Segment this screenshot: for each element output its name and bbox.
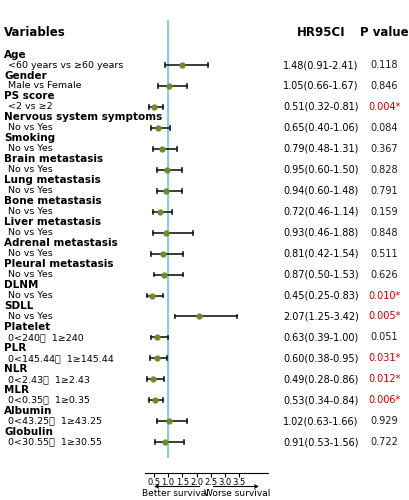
Text: 0.95(0.60-1.50): 0.95(0.60-1.50) <box>283 165 359 175</box>
Text: Smoking: Smoking <box>4 134 55 143</box>
Text: 0<2.43，  1≥2.43: 0<2.43， 1≥2.43 <box>8 375 90 384</box>
Text: No vs Yes: No vs Yes <box>8 207 53 216</box>
Text: 0.012*: 0.012* <box>368 374 401 384</box>
Text: 0.45(0.25-0.83): 0.45(0.25-0.83) <box>283 290 359 300</box>
Text: 0.81(0.42-1.54): 0.81(0.42-1.54) <box>283 248 359 258</box>
Text: 0.49(0.28-0.86): 0.49(0.28-0.86) <box>283 374 359 384</box>
Text: No vs Yes: No vs Yes <box>8 166 53 174</box>
Text: 1.05(0.66-1.67): 1.05(0.66-1.67) <box>283 81 359 91</box>
Text: 0.60(0.38-0.95): 0.60(0.38-0.95) <box>283 354 359 364</box>
Text: 2.07(1.25-3.42): 2.07(1.25-3.42) <box>283 312 359 322</box>
Text: PS score: PS score <box>4 92 55 102</box>
Text: 0.846: 0.846 <box>371 81 398 91</box>
Text: No vs Yes: No vs Yes <box>8 144 53 154</box>
Text: No vs Yes: No vs Yes <box>8 270 53 279</box>
Text: Platelet: Platelet <box>4 322 50 332</box>
Text: 0.722: 0.722 <box>371 437 398 447</box>
Text: 0.031*: 0.031* <box>369 354 400 364</box>
Text: 0.005*: 0.005* <box>368 312 401 322</box>
Text: Pleural metastasis: Pleural metastasis <box>4 259 114 269</box>
Text: 0.010*: 0.010* <box>369 290 400 300</box>
Text: 0.848: 0.848 <box>371 228 398 237</box>
Text: Age: Age <box>4 50 27 59</box>
Text: P value: P value <box>360 26 409 39</box>
Text: No vs Yes: No vs Yes <box>8 124 53 132</box>
Text: 0.626: 0.626 <box>371 270 398 280</box>
Text: 0.004*: 0.004* <box>369 102 400 112</box>
Text: No vs Yes: No vs Yes <box>8 186 53 196</box>
Text: 0.929: 0.929 <box>371 416 398 426</box>
Text: PLR: PLR <box>4 343 26 353</box>
Text: 0.53(0.34-0.84): 0.53(0.34-0.84) <box>283 396 359 406</box>
Text: Globulin: Globulin <box>4 426 53 436</box>
Text: 0.791: 0.791 <box>371 186 398 196</box>
Text: 0.367: 0.367 <box>371 144 398 154</box>
Text: 1.48(0.91-2.41): 1.48(0.91-2.41) <box>283 60 359 70</box>
Text: 0.084: 0.084 <box>371 123 398 133</box>
Text: Lung metastasis: Lung metastasis <box>4 176 101 186</box>
Text: 0.63(0.39-1.00): 0.63(0.39-1.00) <box>283 332 359 342</box>
Text: 0.006*: 0.006* <box>369 396 400 406</box>
Text: 0<0.35，  1≥0.35: 0<0.35， 1≥0.35 <box>8 396 90 405</box>
Text: NLR: NLR <box>4 364 27 374</box>
Text: 0.159: 0.159 <box>371 206 398 216</box>
Text: Better survival: Better survival <box>142 489 209 498</box>
Text: 0.65(0.40-1.06): 0.65(0.40-1.06) <box>283 123 359 133</box>
Text: 0.87(0.50-1.53): 0.87(0.50-1.53) <box>283 270 359 280</box>
Text: 0<240，  1≥240: 0<240， 1≥240 <box>8 333 84 342</box>
Text: 0<30.55，  1≥30.55: 0<30.55， 1≥30.55 <box>8 438 102 446</box>
Text: Nervous system symptoms: Nervous system symptoms <box>4 112 162 122</box>
Text: Albumin: Albumin <box>4 406 52 416</box>
Text: 0.118: 0.118 <box>371 60 398 70</box>
Text: Male vs Female: Male vs Female <box>8 82 82 90</box>
Text: Variables: Variables <box>4 26 66 39</box>
Text: 0<43.25，  1≥43.25: 0<43.25， 1≥43.25 <box>8 416 102 426</box>
Text: SDLL: SDLL <box>4 301 34 311</box>
Text: 1.02(0.63-1.66): 1.02(0.63-1.66) <box>283 416 359 426</box>
Text: No vs Yes: No vs Yes <box>8 312 53 321</box>
Text: DLNM: DLNM <box>4 280 38 290</box>
Text: Worse survival: Worse survival <box>204 489 270 498</box>
Text: Liver metastasis: Liver metastasis <box>4 217 101 227</box>
Text: MLR: MLR <box>4 385 29 395</box>
Text: 0.91(0.53-1.56): 0.91(0.53-1.56) <box>283 437 359 447</box>
Text: 0.94(0.60-1.48): 0.94(0.60-1.48) <box>283 186 359 196</box>
Text: Adrenal metastasis: Adrenal metastasis <box>4 238 118 248</box>
Text: Brain metastasis: Brain metastasis <box>4 154 103 164</box>
Text: 0.51(0.32-0.81): 0.51(0.32-0.81) <box>283 102 359 112</box>
Text: 0.72(0.46-1.14): 0.72(0.46-1.14) <box>283 206 359 216</box>
Text: 0<145.44，  1≥145.44: 0<145.44， 1≥145.44 <box>8 354 114 363</box>
Text: HR95CI: HR95CI <box>297 26 345 39</box>
Text: 0.79(0.48-1.31): 0.79(0.48-1.31) <box>283 144 359 154</box>
Text: No vs Yes: No vs Yes <box>8 228 53 237</box>
Text: 0.828: 0.828 <box>371 165 398 175</box>
Text: No vs Yes: No vs Yes <box>8 249 53 258</box>
Text: 0.511: 0.511 <box>371 248 398 258</box>
Text: 0.051: 0.051 <box>371 332 398 342</box>
Text: 0.93(0.46-1.88): 0.93(0.46-1.88) <box>283 228 359 237</box>
Text: <2 vs ≥2: <2 vs ≥2 <box>8 102 53 112</box>
Text: Bone metastasis: Bone metastasis <box>4 196 102 206</box>
Text: No vs Yes: No vs Yes <box>8 291 53 300</box>
Text: <60 years vs ≥60 years: <60 years vs ≥60 years <box>8 60 124 70</box>
Text: Gender: Gender <box>4 70 47 81</box>
